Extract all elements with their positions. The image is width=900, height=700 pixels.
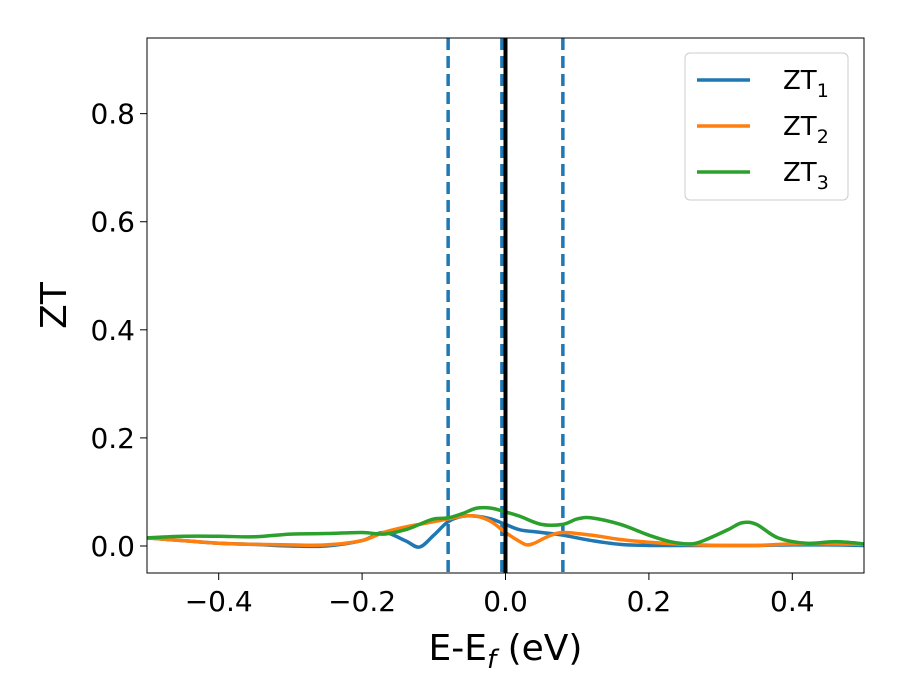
series-line-zt3 (147, 505, 864, 546)
y-axis-label: ZT (34, 281, 75, 329)
legend-label-zt2: ZT2 (783, 112, 829, 148)
x-tick-label: −0.4 (185, 585, 253, 618)
legend-box (684, 52, 849, 201)
x-axis: −0.4 −0.2 0.0 0.2 0.4 (185, 573, 815, 618)
y-tick-label: 0.2 (90, 422, 135, 455)
x-tick-label: −0.2 (328, 585, 396, 618)
legend-label-zt3: ZT3 (783, 158, 829, 194)
legend-label-zt1: ZT1 (783, 66, 829, 102)
x-tick-label: 0.0 (483, 585, 528, 618)
series-layer (147, 505, 864, 549)
y-tick-label: 0.0 (90, 530, 135, 563)
legend: ZT1 ZT2 ZT3 (684, 52, 849, 201)
y-tick-label: 0.8 (90, 98, 135, 131)
y-tick-label: 0.6 (90, 206, 135, 239)
x-tick-label: 0.4 (770, 585, 815, 618)
y-tick-label: 0.4 (90, 314, 135, 347)
y-axis: 0.0 0.2 0.4 0.6 0.8 (90, 98, 147, 563)
x-tick-label: 0.2 (627, 585, 672, 618)
x-axis-label: E-Ef (eV) (429, 628, 583, 675)
